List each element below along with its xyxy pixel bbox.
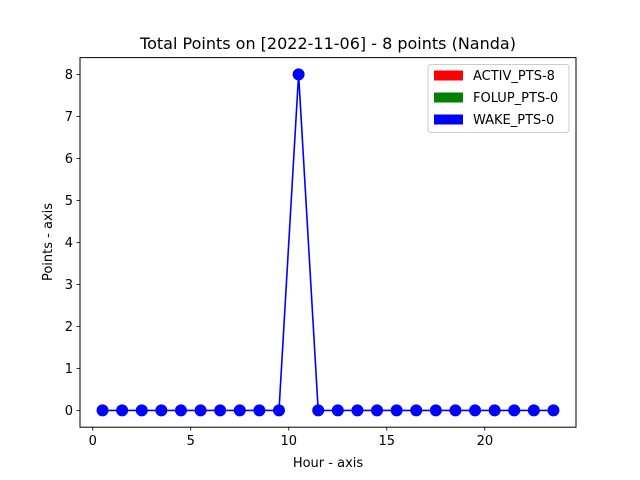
x-tick-label: 20: [477, 434, 494, 449]
data-point: [135, 404, 148, 417]
data-point: [390, 404, 403, 417]
y-tick-label: 4: [65, 236, 73, 251]
data-point: [331, 404, 344, 417]
legend-label: FOLUP_PTS-0: [473, 91, 558, 106]
data-point: [292, 68, 305, 81]
data-point: [508, 404, 521, 417]
y-tick-label: 6: [65, 152, 73, 167]
data-point: [410, 404, 423, 417]
data-point: [312, 404, 325, 417]
data-point: [527, 404, 540, 417]
legend-frame: [427, 64, 570, 133]
data-point: [488, 404, 501, 417]
data-point: [233, 404, 246, 417]
plot-area: [96, 68, 560, 417]
y-tick-label: 0: [65, 404, 73, 419]
legend-label: ACTIV_PTS-8: [473, 69, 555, 84]
legend-swatch: [434, 92, 463, 103]
data-point: [469, 404, 482, 417]
x-tick-label: 15: [379, 434, 396, 449]
data-point: [371, 404, 384, 417]
data-point: [194, 404, 207, 417]
y-tick-label: 1: [65, 362, 73, 377]
y-tick-label: 3: [65, 278, 73, 293]
legend-swatch: [434, 114, 463, 125]
x-axis-label: Hour - axis: [293, 456, 364, 471]
data-point: [449, 404, 462, 417]
x-tick-label: 10: [281, 434, 298, 449]
data-point: [253, 404, 266, 417]
data-point: [174, 404, 187, 417]
chart-title: Total Points on [2022-11-06] - 8 points …: [139, 34, 516, 53]
data-point: [351, 404, 364, 417]
y-tick-label: 5: [65, 194, 73, 209]
legend: ACTIV_PTS-8 FOLUP_PTS-0 WAKE_PTS-0: [427, 64, 570, 133]
y-tick-label: 2: [65, 320, 73, 335]
data-point: [547, 404, 560, 417]
legend-swatch: [434, 70, 463, 81]
y-tick-label: 7: [65, 110, 73, 125]
data-point: [155, 404, 168, 417]
data-point: [96, 404, 109, 417]
x-tick-label: 5: [187, 434, 195, 449]
y-tick-label: 8: [65, 68, 73, 83]
x-tick-label: 0: [89, 434, 97, 449]
data-point: [116, 404, 129, 417]
legend-label: WAKE_PTS-0: [473, 113, 554, 128]
y-axis-label: Points - axis: [41, 203, 56, 281]
data-point: [272, 404, 285, 417]
data-point: [429, 404, 442, 417]
data-point: [214, 404, 227, 417]
